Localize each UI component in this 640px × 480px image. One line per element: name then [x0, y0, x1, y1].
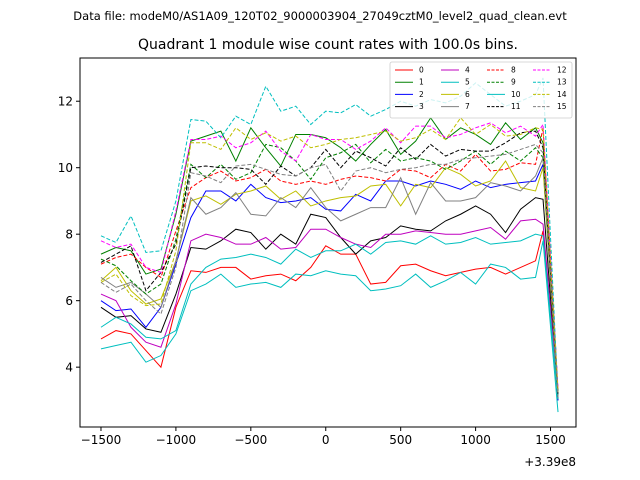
series-line-3 [100, 197, 559, 399]
series-line-9 [100, 143, 559, 394]
axes-frame [79, 57, 577, 428]
series-line-7 [100, 157, 559, 394]
series-line-8 [100, 127, 559, 391]
y-axis: 4 6 8 10 12 [58, 95, 80, 374]
series-line-5 [100, 240, 559, 413]
legend-label-15: 15 [557, 102, 567, 111]
legend-label-11: 11 [511, 102, 521, 111]
y-tick-label: 8 [65, 227, 73, 241]
x-tick-label: −500 [234, 433, 267, 447]
x-tick-label: −1500 [81, 433, 122, 447]
series-line-2 [100, 164, 559, 401]
legend-label-0: 0 [419, 66, 424, 75]
legend-label-2: 2 [419, 90, 424, 99]
plot-series-group [100, 77, 559, 413]
legend-label-5: 5 [465, 78, 470, 87]
legend-label-3: 3 [419, 102, 424, 111]
legend-label-8: 8 [511, 66, 516, 75]
x-tick-label: 500 [389, 433, 412, 447]
legend-box [389, 61, 573, 119]
y-tick-label: 10 [58, 161, 73, 175]
figure-suptitle: Data file: modeM0/AS1A09_120T02_90000039… [73, 9, 567, 23]
x-tick-label: −1000 [156, 433, 197, 447]
series-line-4 [100, 218, 559, 394]
legend-label-9: 9 [511, 78, 516, 87]
series-line-12 [100, 122, 559, 389]
legend-label-1: 1 [419, 78, 424, 87]
legend-label-4: 4 [465, 66, 470, 75]
x-tick-label: 0 [322, 433, 330, 447]
legend-label-10: 10 [511, 90, 521, 99]
y-tick-label: 4 [65, 360, 73, 374]
y-tick-label: 12 [58, 95, 73, 109]
series-line-1 [100, 116, 559, 398]
y-tick-label: 6 [65, 294, 73, 308]
legend-label-13: 13 [557, 78, 567, 87]
legend-label-7: 7 [465, 102, 470, 111]
legend-label-6: 6 [465, 90, 470, 99]
x-tick-label: 1000 [460, 433, 491, 447]
series-line-14 [100, 117, 559, 393]
legend-label-14: 14 [557, 90, 567, 99]
legend-label-12: 12 [557, 66, 567, 75]
x-axis-offset-label: +3.39e8 [524, 455, 576, 469]
series-line-10 [100, 233, 559, 399]
x-axis: −1500 −1000 −500 0 500 1000 1500 [81, 427, 566, 447]
chart-title: Quadrant 1 module wise count rates with … [138, 37, 518, 53]
series-line-15 [100, 143, 559, 398]
x-tick-label: 1500 [535, 433, 566, 447]
